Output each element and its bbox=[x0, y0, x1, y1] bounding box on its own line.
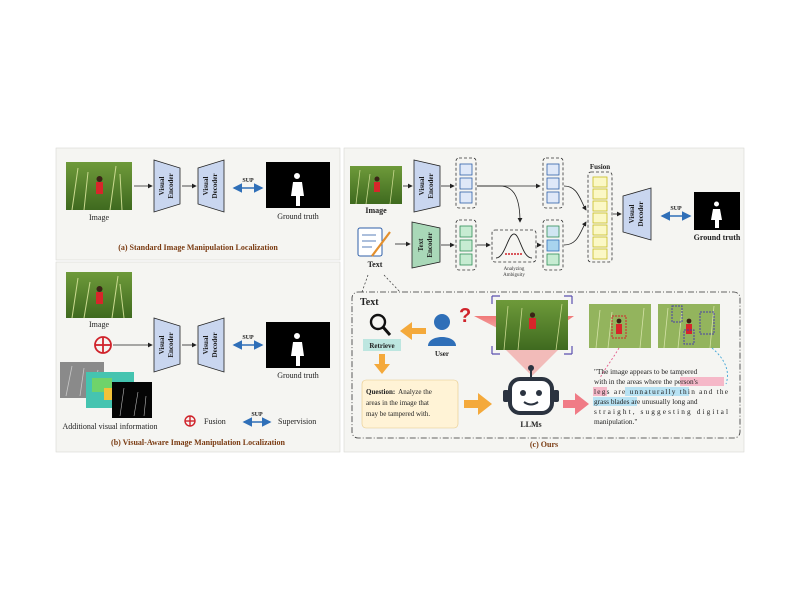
ambiguity-label: Ambiguity bbox=[503, 273, 525, 278]
text-feature-tokens bbox=[455, 219, 477, 271]
additional-visual-information-label: Additional visual information bbox=[62, 422, 157, 431]
panel-c-caption: (c) Ours bbox=[530, 440, 558, 449]
panel-c: Image Visual Encoder Text bbox=[350, 157, 741, 449]
pink-arrow-llm-to-answer bbox=[563, 393, 589, 415]
panel-b: Image Additional visual information Visu… bbox=[60, 272, 330, 447]
retrieve-badge bbox=[363, 339, 401, 351]
orange-arrow-user-to-retrieve bbox=[400, 322, 426, 340]
visual-decoder-block bbox=[197, 317, 225, 373]
panel-b-caption: (b) Visual-Aware Image Manipulation Loca… bbox=[111, 438, 285, 447]
visual-decoder-label: Visual bbox=[202, 336, 210, 355]
highlight-unnaturally-thin bbox=[625, 387, 689, 396]
image-label: Image bbox=[365, 206, 387, 215]
pink-dashed-link bbox=[599, 347, 620, 379]
answer-line-4: grass blades are unusually long and bbox=[594, 397, 698, 406]
legend: Fusion SUP Supervision bbox=[184, 412, 316, 427]
visual-encoder-label-2: Encoder bbox=[167, 332, 175, 357]
image-label: Image bbox=[89, 320, 109, 329]
question-text-1: Question: Analyze the bbox=[366, 388, 432, 396]
visual-decoder-label-2: Decoder bbox=[637, 202, 645, 227]
query-image-thumbnail bbox=[491, 295, 573, 355]
robot-icon bbox=[503, 365, 559, 415]
answer-line-3: legs are unnaturally thin and the bbox=[594, 387, 728, 396]
ground-truth-mask bbox=[694, 192, 740, 230]
sup-label: SUP bbox=[242, 335, 254, 341]
visual-encoder-block bbox=[153, 159, 181, 213]
visual-decoder-label-2: Decoder bbox=[211, 174, 219, 199]
retrieve-label: Retrieve bbox=[369, 342, 394, 350]
fusion-legend-icon bbox=[184, 415, 196, 427]
ground-truth-label: Ground truth bbox=[694, 233, 741, 242]
text-feature-tokens-2 bbox=[542, 219, 564, 271]
analyzing-ambiguity-box bbox=[491, 229, 537, 263]
text-encoder-block bbox=[411, 221, 441, 269]
visual-decoder-label: Visual bbox=[628, 205, 636, 224]
legend-sup-label: SUP bbox=[251, 412, 263, 418]
localized-image-1 bbox=[589, 304, 651, 349]
ground-truth-label: Ground truth bbox=[277, 371, 319, 380]
visual-feature-tokens-2 bbox=[542, 157, 564, 209]
orange-arrow-question-to-llm bbox=[464, 393, 492, 415]
text-encoder-label: Text bbox=[417, 238, 425, 252]
blue-dashed-link bbox=[711, 347, 728, 385]
ground-truth-label: Ground truth bbox=[277, 212, 319, 221]
localized-image-2 bbox=[658, 304, 720, 349]
user-icon: ? bbox=[428, 305, 471, 346]
llms-label: LLMs bbox=[520, 420, 541, 429]
visual-encoder-label-2: Encoder bbox=[427, 173, 435, 198]
question-box bbox=[361, 379, 459, 429]
answer-line-2: with in the areas where the person's bbox=[594, 377, 698, 386]
text-label: Text bbox=[368, 260, 383, 269]
question-text-2: areas in the image that bbox=[366, 399, 429, 407]
image-thumbnail bbox=[350, 166, 402, 205]
image-thumbnail bbox=[66, 162, 132, 211]
visual-encoder-block bbox=[413, 159, 441, 213]
highlight-persons bbox=[680, 377, 724, 386]
question-line-1: Analyze the bbox=[398, 388, 432, 396]
ground-truth-mask bbox=[266, 322, 330, 368]
fusion-icon bbox=[94, 336, 112, 354]
visual-encoder-label-2: Encoder bbox=[167, 173, 175, 198]
additional-visual-thumbnails bbox=[60, 362, 152, 418]
visual-decoder-block bbox=[622, 187, 652, 241]
highlight-grass-blades bbox=[593, 397, 637, 406]
red-beam-down bbox=[506, 350, 558, 376]
visual-decoder-block bbox=[197, 159, 225, 213]
sup-label: SUP bbox=[670, 206, 682, 212]
highlight-legs bbox=[593, 387, 607, 396]
answer-line-1: "The image appears to be tampered bbox=[594, 367, 698, 376]
image-thumbnail bbox=[66, 272, 132, 319]
visual-encoder-label: Visual bbox=[158, 177, 166, 196]
legend-supervision-label: Supervision bbox=[278, 417, 316, 426]
fusion-feature-stack bbox=[587, 171, 613, 263]
orange-arrow-retrieve-down bbox=[374, 354, 390, 374]
image-label: Image bbox=[89, 213, 109, 222]
visual-decoder-label: Visual bbox=[202, 177, 210, 196]
text-document-icon bbox=[357, 227, 391, 257]
visual-encoder-block bbox=[153, 317, 181, 373]
question-bold: Question: bbox=[366, 388, 395, 396]
visual-feature-tokens bbox=[455, 157, 477, 209]
visual-decoder-label-2: Decoder bbox=[211, 333, 219, 358]
sup-label: SUP bbox=[242, 178, 254, 184]
visual-encoder-label: Visual bbox=[158, 336, 166, 355]
fusion-label: Fusion bbox=[590, 163, 610, 171]
legend-fusion-label: Fusion bbox=[204, 417, 226, 426]
panel-a-caption: (a) Standard Image Manipulation Localiza… bbox=[118, 243, 278, 252]
svg-text:?: ? bbox=[459, 305, 471, 327]
analyzing-label: Analyzing bbox=[504, 267, 525, 272]
question-text-3: may be tampered with. bbox=[366, 410, 430, 418]
text-generation-region bbox=[351, 291, 741, 439]
answer-line-6: manipulation." bbox=[594, 417, 637, 426]
ground-truth-mask bbox=[266, 162, 330, 208]
visual-encoder-label: Visual bbox=[418, 177, 426, 196]
user-label: User bbox=[435, 350, 449, 358]
search-icon bbox=[369, 313, 392, 336]
text-encoder-label-2: Encoder bbox=[426, 232, 434, 257]
panel-a: Image Visual Encoder Visual Decoder SUP … bbox=[66, 159, 330, 252]
text-section-title: Text bbox=[360, 297, 379, 308]
